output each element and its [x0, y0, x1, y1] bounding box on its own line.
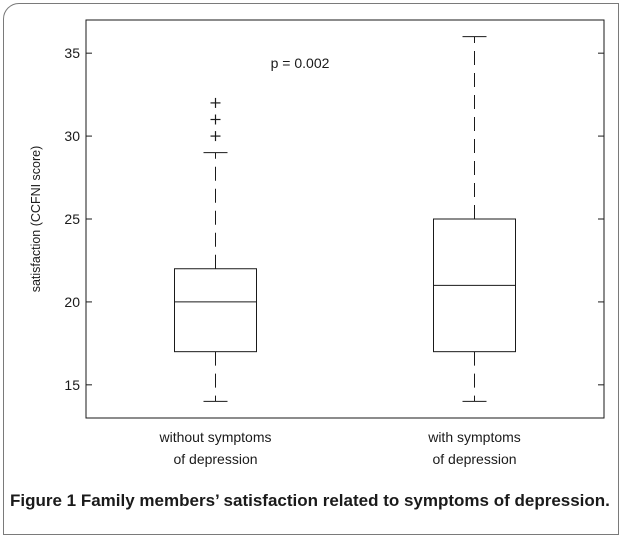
- figure-frame: [3, 3, 619, 535]
- x-tick-label: of depression: [173, 451, 257, 467]
- y-tick-label: 20: [64, 294, 80, 310]
- figure-caption: Figure 1 Family members’ satisfaction re…: [10, 490, 610, 512]
- x-tick-label: without symptoms: [158, 429, 271, 445]
- outlier-marker: [210, 114, 221, 125]
- x-tick-label: with symptoms: [427, 429, 521, 445]
- y-axis-label: satisfaction (CCFNI score): [29, 146, 43, 293]
- p-value-annotation: p = 0.002: [271, 55, 330, 71]
- y-tick-label: 15: [64, 377, 80, 393]
- box-iqr: [174, 268, 257, 353]
- caption-label: Figure 1: [10, 491, 77, 510]
- outlier-marker: [210, 97, 221, 108]
- box-series: [174, 36, 516, 402]
- y-tick-label: 35: [64, 45, 80, 61]
- y-tick-label: 25: [64, 211, 80, 227]
- y-axis-ticks: 15 20 25 30 35: [64, 45, 604, 393]
- boxplot-chart: satisfaction (CCFNI score) p = 0.002 15 2…: [29, 19, 605, 467]
- caption-text: Family members’ satisfaction related to …: [76, 491, 610, 510]
- y-tick-label: 30: [64, 128, 80, 144]
- outlier-marker: [210, 131, 221, 142]
- x-axis-tick-labels: without symptoms of depression with sympto…: [158, 429, 520, 467]
- plot-area: [85, 19, 605, 419]
- x-tick-label: of depression: [432, 451, 516, 467]
